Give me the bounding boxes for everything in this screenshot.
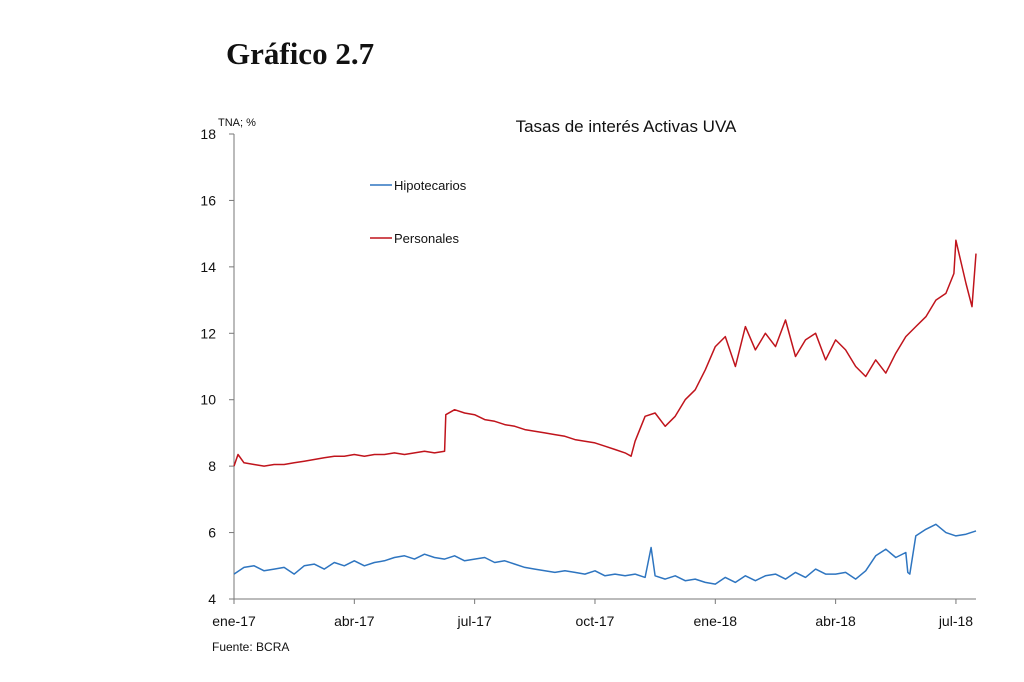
y-axis-label: TNA; % [218,117,256,129]
legend-label: Hipotecarios [394,178,467,193]
x-tick-label: jul-18 [938,613,973,629]
y-tick-label: 4 [208,591,216,607]
y-tick-label: 14 [200,259,216,275]
series-lines [233,239,977,585]
x-tick-label: ene-17 [212,613,256,629]
y-tick-label: 10 [200,392,216,408]
legend-label: Personales [394,231,460,246]
x-tick-label: jul-17 [457,613,492,629]
y-tick-label: 12 [200,325,216,341]
y-tick-label: 18 [200,126,216,142]
x-tick-label: abr-18 [815,613,856,629]
series-line-hipotecarios [233,523,977,585]
x-tick-label: abr-17 [334,613,375,629]
y-tick-label: 16 [200,192,216,208]
x-tick-label: ene-18 [694,613,738,629]
chart-title: Tasas de interés Activas UVA [516,117,737,136]
y-tick-label: 6 [208,525,216,541]
x-tick-label: oct-17 [576,613,615,629]
figure-heading: Gráfico 2.7 [226,36,375,71]
axes: 4 6 8 10 12 14 16 18 ene-17 abr-17 jul-17 oct-17 ene… [200,126,976,629]
y-tick-label: 8 [208,458,216,474]
legend: Hipotecarios Personales [370,178,467,246]
series-line-personales [233,239,977,467]
source-note: Fuente: BCRA [212,640,290,654]
